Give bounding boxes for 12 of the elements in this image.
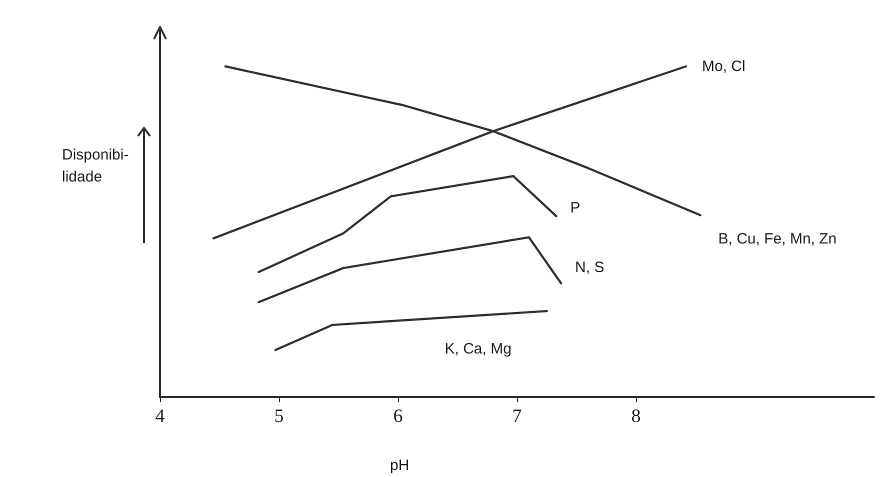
x-tick-label: 4 <box>155 406 166 427</box>
x-tick-label: 8 <box>631 406 641 427</box>
series-label: N, S <box>575 258 604 276</box>
series-label: P <box>570 200 580 217</box>
x-tick-label: 7 <box>512 406 522 427</box>
y-axis-title: Disponibi- lidade <box>62 146 129 186</box>
series-label: B, Cu, Fe, Mn, Zn <box>718 230 837 248</box>
x-tick-label: 5 <box>274 406 284 427</box>
x-tick-label: 6 <box>393 406 403 427</box>
x-axis-title: pH <box>390 457 410 474</box>
series-label: K, Ca, Mg <box>444 340 512 358</box>
series-label: Mo, Cl <box>702 58 746 75</box>
